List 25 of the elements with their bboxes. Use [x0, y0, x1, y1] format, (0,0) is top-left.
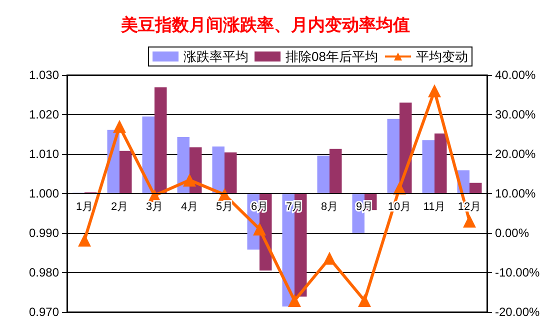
x-tick-label: 8月: [320, 201, 338, 213]
y2-tick-label: -20.00%: [495, 305, 540, 319]
y2-tick-label: 40.00%: [495, 68, 536, 82]
y2-tick-label: -10.00%: [495, 266, 540, 280]
x-tick-label: 2月: [110, 201, 128, 213]
y-tick-label: 1.010: [28, 147, 60, 161]
y-tick-label: 0.990: [28, 226, 60, 240]
y2-tick-label: 30.00%: [495, 108, 536, 122]
x-tick-label: 5月: [216, 201, 234, 213]
y2-tick-label: 0.00%: [495, 226, 530, 240]
y2-tick-label: 20.00%: [495, 147, 536, 161]
y-tick-label: 1.030: [28, 68, 60, 82]
x-tick-label: 1月: [76, 201, 94, 213]
x-tick-label: 4月: [180, 201, 198, 213]
y-tick-label: 1.000: [28, 186, 60, 200]
legend-label: 涨跌率平均: [184, 49, 249, 64]
legend-label: 排除08年后平均: [286, 49, 378, 64]
legend-label: 平均变动: [416, 49, 468, 64]
y-tick-label: 0.970: [28, 305, 60, 319]
chart-title: 美豆指数月间涨跌率、月内变动率均值: [120, 16, 410, 36]
x-tick-label: 3月: [146, 201, 164, 213]
y2-tick-label: 10.00%: [495, 186, 536, 200]
y-tick-label: 0.980: [28, 266, 60, 280]
y-tick-label: 1.020: [28, 108, 60, 122]
x-tick-label: 11月: [423, 201, 446, 213]
